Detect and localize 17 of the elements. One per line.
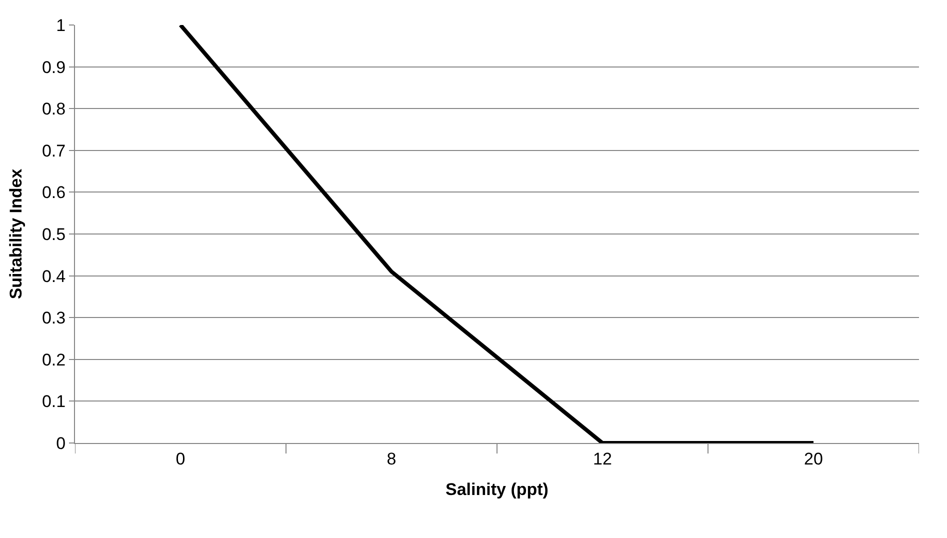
x-axis-title: Salinity (ppt) — [446, 480, 548, 499]
y-tick-label: 0 — [56, 434, 66, 453]
y-tick-label: 0.4 — [42, 266, 66, 286]
y-axis-title: Suitability Index — [6, 168, 26, 300]
y-tick-label: 0.2 — [42, 350, 66, 370]
y-tick-label: 0.9 — [42, 58, 66, 77]
y-tick-label: 0.3 — [42, 308, 66, 328]
y-tick-label: 1 — [56, 16, 66, 35]
y-tick-label: 0.5 — [42, 224, 66, 244]
x-tick-label: 0 — [176, 449, 186, 468]
y-tick-label: 0.7 — [42, 141, 66, 160]
y-tick-label: 0.8 — [42, 100, 66, 119]
y-tick-label: 0.1 — [42, 392, 66, 412]
y-tick-label: 0.6 — [42, 183, 66, 202]
x-tick-label: 8 — [386, 449, 396, 468]
x-tick-label: 12 — [593, 449, 612, 468]
x-tick-label: 20 — [804, 449, 823, 468]
